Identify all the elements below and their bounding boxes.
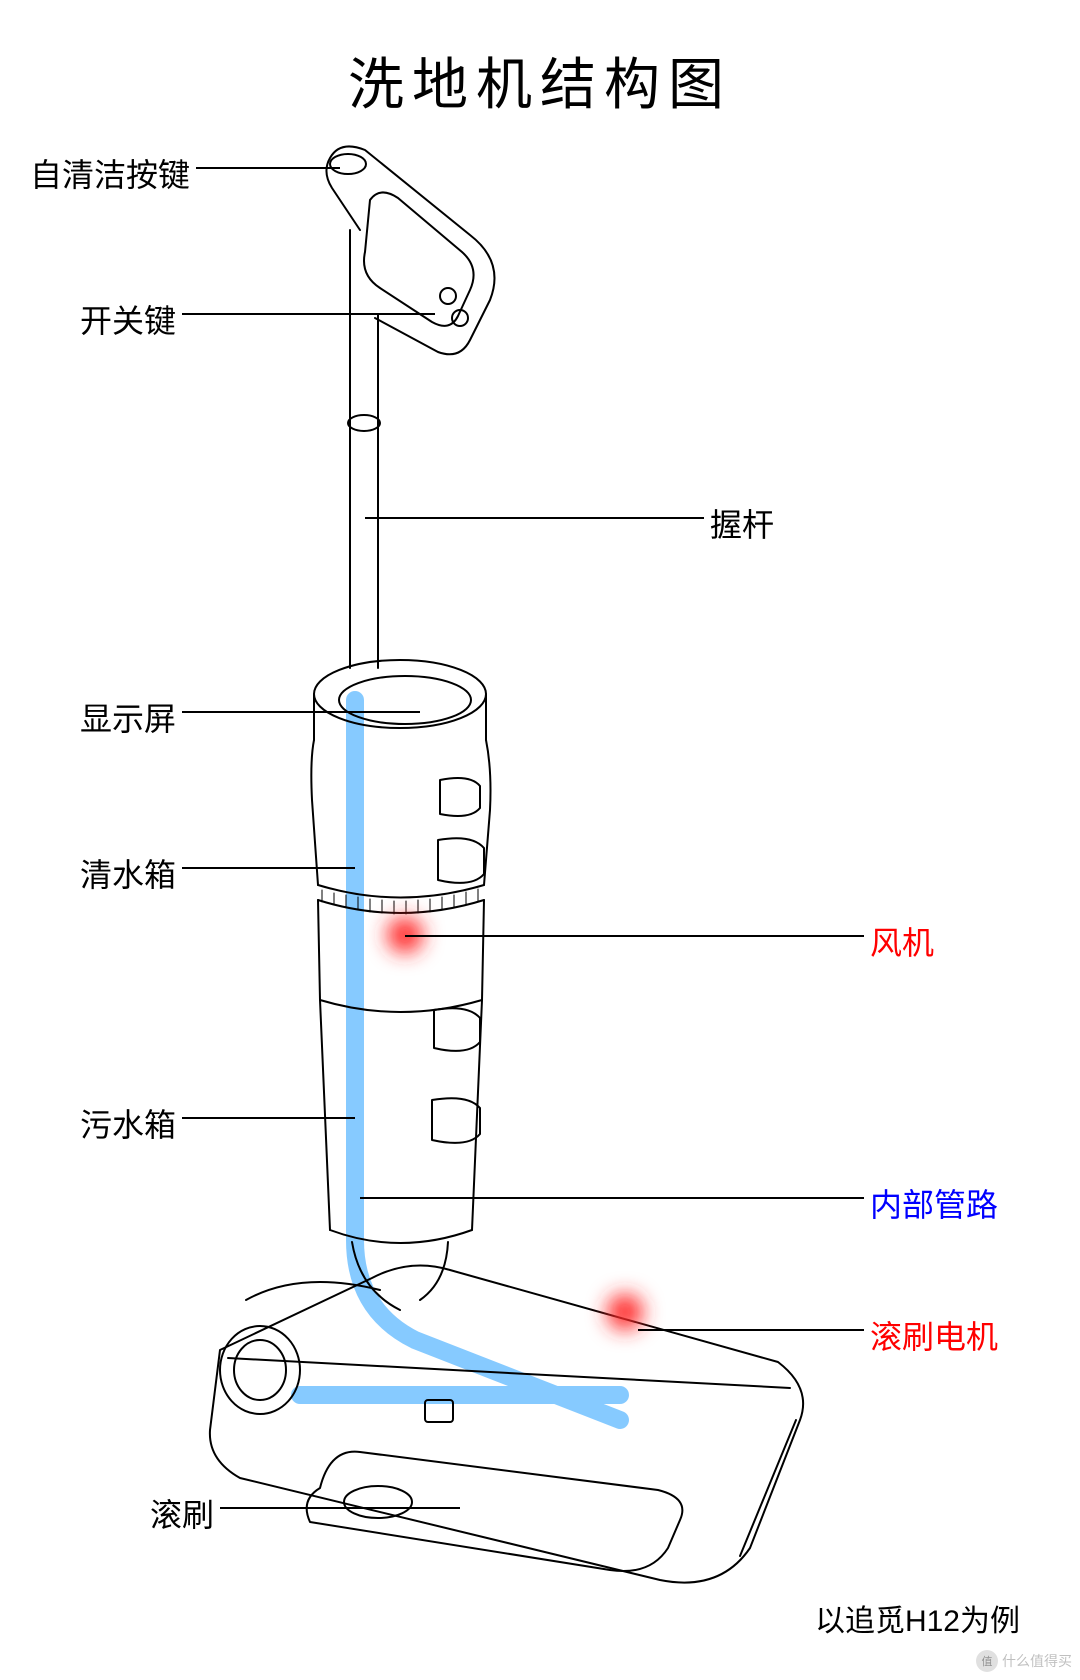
structure-diagram — [0, 0, 1080, 1680]
watermark-text: 什么值得买 — [1002, 1651, 1072, 1671]
label-inner-pipe: 内部管路 — [870, 1180, 998, 1226]
label-self-clean-btn: 自清洁按键 — [30, 150, 190, 196]
label-roller: 滚刷 — [150, 1490, 214, 1536]
footnote-text: 以追觅H12为例 — [815, 1596, 1020, 1640]
internal-pipe — [300, 700, 620, 1420]
label-clean-tank: 清水箱 — [80, 850, 176, 896]
watermark-icon: 值 — [976, 1650, 998, 1672]
label-roller-motor: 滚刷电机 — [870, 1312, 998, 1358]
highlight-dots — [387, 917, 643, 1330]
label-power-btn: 开关键 — [80, 296, 176, 342]
watermark: 值 什么值得买 — [976, 1650, 1072, 1672]
label-handle-bar: 握杆 — [710, 500, 774, 546]
label-display: 显示屏 — [80, 694, 176, 740]
label-fan: 风机 — [870, 918, 934, 964]
leader-lines — [182, 168, 864, 1508]
label-dirty-tank: 污水箱 — [80, 1100, 176, 1146]
